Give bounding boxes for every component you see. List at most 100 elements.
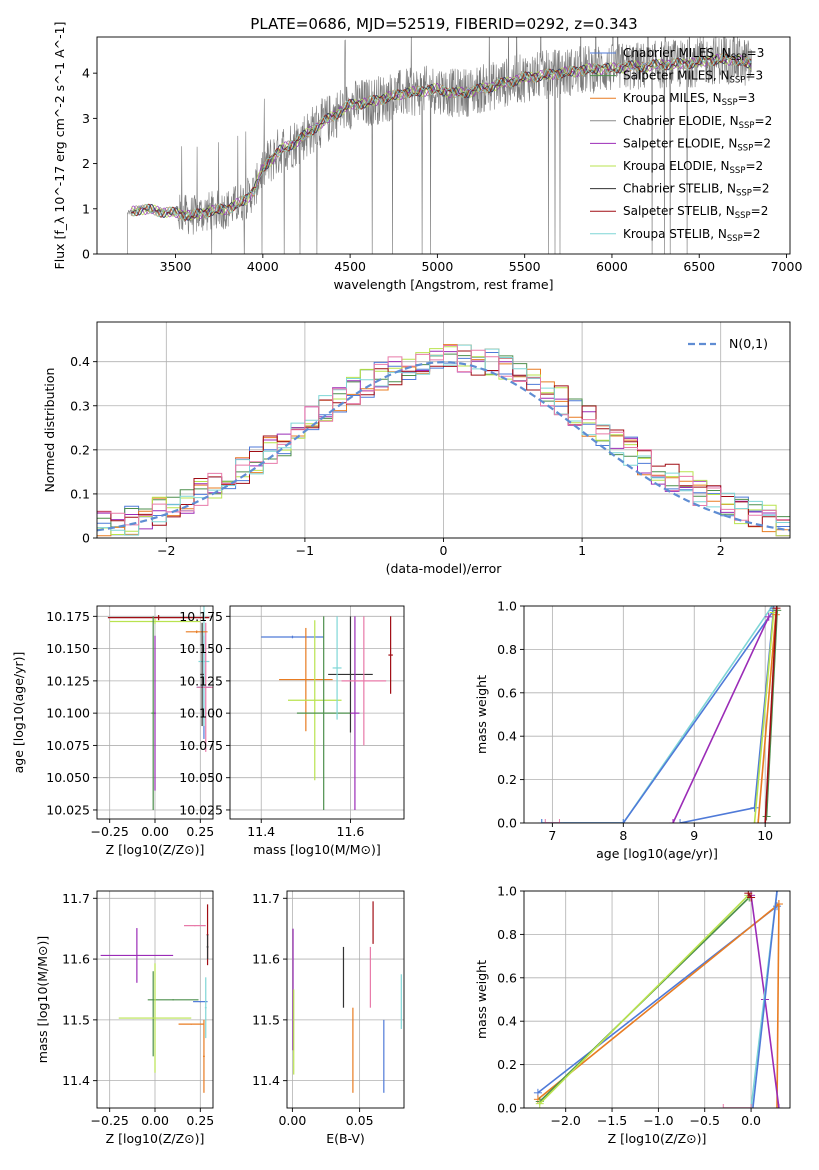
y-tick-label: 10.100 [46, 706, 90, 721]
weight-line [764, 608, 778, 823]
y-tick-label: 11.4 [62, 1073, 90, 1088]
x-axis-label: mass [log10(M/M⊙)] [253, 842, 381, 857]
legend-label: Salpeter STELIB, NSSP=2 [623, 204, 768, 221]
legend-label: Chabrier MILES, NSSP=3 [623, 46, 764, 63]
weight-line [776, 903, 780, 1108]
y-axis-label: age [log10(age/yr)] [11, 652, 26, 774]
y-tick-label: 0.4 [497, 1014, 517, 1029]
x-axis-label: Z [log10(Z/Z⊙)] [106, 842, 205, 857]
y-tick-label: 0.8 [497, 927, 517, 942]
y-tick-label: 1.0 [497, 599, 517, 614]
y-tick-label: 10.150 [46, 641, 90, 656]
axes-layer: 11.4 11.6 10.025 10.050 10.075 10.100 10.125 10… [179, 605, 405, 857]
axes-frame [286, 890, 405, 1109]
y-tick-label: 11.7 [62, 891, 90, 906]
y-tick-label: 11.6 [62, 952, 90, 967]
y-tick-label: 10.175 [46, 609, 90, 624]
legend-subscript: SSP [739, 121, 755, 131]
mass-vs-ebv-plot: 0.00 0.05 11.4 11.5 11.6 11.7 E(B-V) [252, 890, 405, 1146]
y-axis-label: mass [log10(M/M⊙)] [35, 936, 50, 1064]
plot-area [292, 901, 402, 1093]
y-tick-label: 11.4 [252, 1073, 280, 1088]
legend-suffix: =2 [753, 136, 771, 150]
axes-layer: −0.25 0.00 0.25 11.4 11.5 11.6 11.7 Z [log10(Z/… [35, 890, 214, 1146]
x-tick-label: 1 [578, 543, 586, 558]
spectrum-plot: 3500 4000 4500 5000 5500 6000 6500 7000 0 1 2 3 4 wav… [52, 22, 803, 292]
y-tick-label: 10.125 [46, 673, 90, 688]
y-tick-label: 10.025 [179, 802, 223, 817]
axes-layer: 0.00 0.05 11.4 11.5 11.6 11.7 E(B-V) [252, 890, 405, 1146]
x-tick-label: 5000 [421, 259, 453, 274]
x-tick-label: −2.0 [551, 1113, 581, 1128]
legend-suffix: =2 [745, 159, 763, 173]
y-tick-label: 10.100 [179, 706, 223, 721]
weight-line [765, 610, 778, 817]
axes-layer: 7 8 9 10 0.0 0.2 0.4 0.6 0.8 1.0 age [log10(age/yr… [474, 599, 791, 861]
age-vs-mass-plot: 11.4 11.6 10.025 10.050 10.075 10.100 10.125 10… [179, 605, 405, 857]
normal-legend-label: N(0,1) [729, 336, 768, 351]
x-tick-label: 7000 [771, 259, 803, 274]
y-tick-label: 10.050 [46, 770, 90, 785]
weight-line [537, 903, 780, 1100]
y-tick-label: 10.150 [179, 641, 223, 656]
weight-line [752, 891, 778, 1108]
axes-frame [229, 605, 405, 820]
weight-vs-z-plot: −2.0 −1.5 −1.0 −0.5 0.0 0.0 0.2 0.4 0.6 0.8 1.0 Z [… [474, 884, 791, 1146]
y-tick-label: 0.6 [497, 970, 517, 985]
y-tick-label: 11.6 [252, 952, 280, 967]
legend-subscript: SSP [736, 189, 752, 199]
legend-subscript: SSP [730, 76, 746, 86]
weight-vs-age-plot: 7 8 9 10 0.0 0.2 0.4 0.6 0.8 1.0 age [log10(age/yr… [474, 599, 791, 861]
legend-subscript: SSP [737, 143, 753, 153]
legend-suffix: =3 [747, 46, 765, 60]
x-axis-label: (data-model)/error [386, 561, 503, 576]
x-tick-label: −1.0 [643, 1113, 673, 1128]
x-axis-label: E(B-V) [326, 1131, 365, 1146]
axes-layer: −2.0 −1.5 −1.0 −0.5 0.0 0.0 0.2 0.4 0.6 0.8 1.0 Z [… [474, 884, 791, 1146]
x-tick-label: 0.25 [186, 1113, 214, 1128]
x-tick-label: 11.4 [247, 824, 275, 839]
weight-line [757, 614, 777, 823]
figure-title: PLATE=0686, MJD=52519, FIBERID=0292, z=0… [250, 15, 637, 33]
plot-background [230, 606, 404, 819]
axes-layer: −2 −1 0 1 2 0 0.1 0.2 0.3 0.4 (data-model)/error No… [42, 321, 791, 576]
legend-suffix: =2 [751, 204, 769, 218]
x-tick-label: 4000 [247, 259, 279, 274]
x-tick-label: −1.5 [597, 1113, 627, 1128]
legend-suffix: =2 [752, 182, 770, 196]
y-tick-label: 0.0 [497, 1101, 517, 1116]
legend-subscript: SSP [722, 98, 738, 108]
plot-background [287, 891, 404, 1108]
y-tick-label: 0.4 [497, 729, 517, 744]
y-tick-label: 3 [82, 111, 90, 126]
legend-label: Kroupa STELIB, NSSP=2 [623, 227, 761, 244]
x-tick-label: 6000 [596, 259, 628, 274]
y-tick-label: 1.0 [497, 884, 517, 899]
plot-area [107, 606, 213, 810]
x-tick-label: −2 [157, 543, 175, 558]
x-tick-label: 7 [548, 828, 556, 843]
x-tick-label: 0.00 [278, 1113, 306, 1128]
axes-frame [96, 36, 791, 255]
y-tick-label: 1 [82, 201, 90, 216]
x-tick-label: 9 [690, 828, 698, 843]
spectrum-legend: Chabrier MILES, NSSP=3 Salpeter MILES, NS… [590, 46, 772, 244]
weight-line [753, 612, 775, 823]
y-tick-label: 0.8 [497, 642, 517, 657]
legend-suffix: =3 [745, 69, 763, 83]
histogram-step [97, 345, 790, 526]
y-tick-label: 10.125 [179, 673, 223, 688]
x-tick-label: 0.0 [741, 1113, 761, 1128]
residuals-plot: −2 −1 0 1 2 0 0.1 0.2 0.3 0.4 (data-model)/error No… [42, 321, 791, 576]
axes-frame [523, 605, 791, 824]
y-tick-label: 10.075 [46, 738, 90, 753]
y-tick-label: 10.175 [179, 609, 223, 624]
plot-area [100, 904, 209, 1093]
plot-area [127, 37, 752, 254]
legend-label: Salpeter ELODIE, NSSP=2 [623, 136, 771, 153]
x-tick-label: 0.00 [141, 824, 169, 839]
y-tick-label: 0 [82, 531, 90, 546]
legend-subscript: SSP [730, 166, 746, 176]
y-axis-label: mass weight [474, 960, 489, 1039]
